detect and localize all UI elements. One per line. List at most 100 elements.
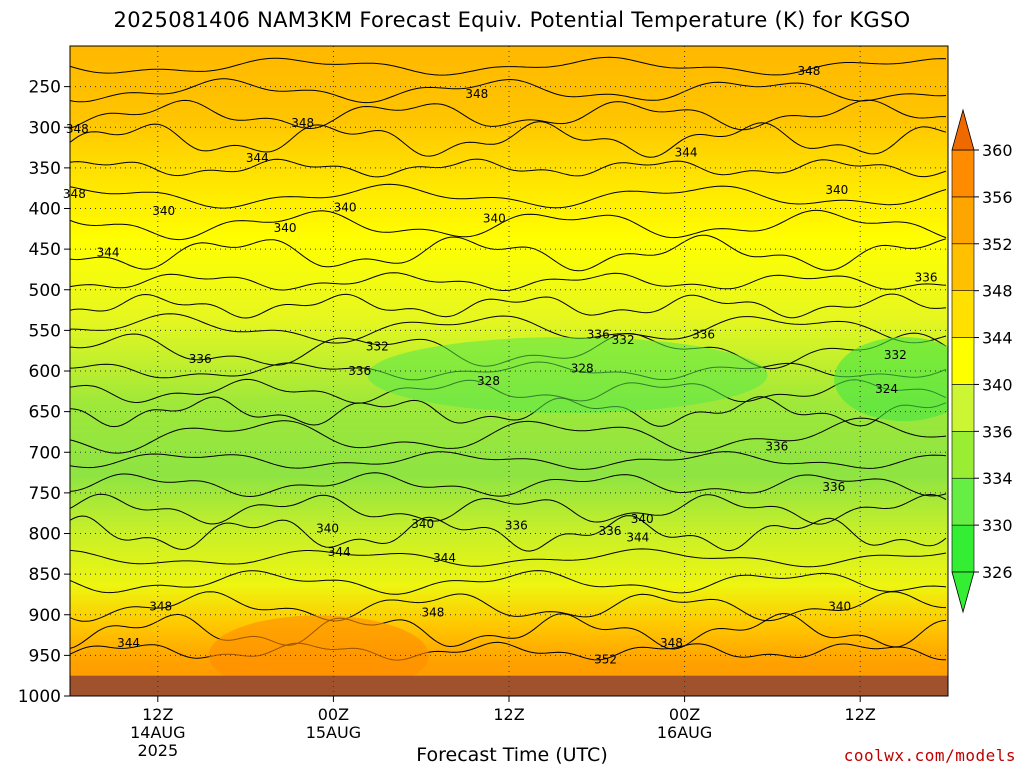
y-tick-label: 550 [29,321,61,341]
contour-label: 336 [189,352,212,366]
ground-shading [70,675,948,696]
contour-line [70,158,947,178]
x-tick-label: 00Z [318,705,349,724]
contour-label: 344 [433,551,456,565]
colorbar-segment [951,337,975,385]
colorbar-extend-bottom [951,571,975,614]
contour-label: 340 [828,600,851,614]
colorbar-extend-top [951,108,975,151]
contour-line [70,570,947,595]
colorbar-label: 352 [982,235,1013,254]
colorbar-segment [951,243,975,291]
contour-label: 348 [63,187,86,201]
contour-line [70,121,947,158]
contour-label: 344 [626,531,649,545]
contour-label: 336 [505,518,528,532]
contour-label: 336 [765,440,788,454]
chart-title: 2025081406 NAM3KM Forecast Equiv. Potent… [113,8,911,32]
contour-line [70,396,947,428]
y-tick-label: 900 [29,606,61,626]
colorbar-label: 334 [982,469,1013,488]
colorbar-label: 326 [982,563,1013,582]
colorbar-segment [951,477,975,526]
colorbar-segment [951,149,975,198]
x-tick-date: 15AUG [306,723,361,742]
x-tick-label: 00Z [669,705,700,724]
contour-line [70,417,947,454]
contour-line [70,472,947,498]
y-tick-label: 950 [29,646,61,666]
contour-label: 352 [594,652,617,666]
contour-line [70,493,947,525]
contour-label: 328 [477,374,500,388]
contour-label: 344 [117,636,140,650]
y-tick-label: 500 [29,281,61,301]
contour-label: 340 [825,183,848,197]
contour-label: 348 [421,605,444,619]
contour-line [70,515,947,552]
colorbar-label: 356 [982,188,1013,207]
contour-line [70,56,947,76]
colorbar-label: 348 [982,282,1013,301]
y-tick-label: 700 [29,443,61,463]
contour-label: 332 [884,348,907,362]
y-tick-label: 750 [29,484,61,504]
colorbar-segment [951,431,975,479]
warm-dome [208,615,429,696]
colorbar-label: 360 [982,141,1013,160]
contour-label: 344 [246,151,269,165]
contour-label: 336 [822,480,845,494]
moist-pocket [834,337,948,422]
contour-line [70,313,947,344]
y-tick-label: 1000 [18,687,61,707]
contour-label: 336 [915,271,938,285]
colorbar-label: 344 [982,329,1013,348]
contour-line [70,209,947,241]
colorbar-label: 336 [982,422,1013,441]
contour-label: 348 [149,600,172,614]
contour-line [70,78,947,104]
colorbar-label: 330 [982,516,1013,535]
contour-label: 340 [483,211,506,225]
x-tick-year: 2025 [137,741,178,760]
contour-label: 328 [571,362,594,376]
contour-label: 324 [875,382,898,396]
contour-line [70,591,947,622]
colorbar-label: 340 [982,375,1013,394]
colorbar-segment [951,524,975,573]
y-tick-label: 400 [29,200,61,220]
contour-label: 332 [366,340,389,354]
y-tick-label: 250 [29,78,61,98]
y-tick-label: 350 [29,159,61,179]
y-tick-label: 650 [29,403,61,423]
x-tick-label: 12Z [845,705,876,724]
contour-line [70,183,947,209]
contour-label: 348 [465,87,488,101]
contour-line [70,99,946,131]
contour-line [70,451,947,470]
contour-label: 344 [328,545,351,559]
contour-line [70,548,947,568]
contour-label: 336 [692,327,715,341]
contour-label: 348 [66,122,89,136]
contour-label: 344 [675,145,698,159]
contour-label: 348 [798,64,821,78]
contour-label: 340 [316,522,339,536]
x-tick-label: 12Z [493,705,524,724]
contour-line [70,234,947,272]
contour-line [70,293,947,319]
site-credit: coolwx.com/models [843,746,1016,765]
y-tick-label: 300 [29,118,61,138]
x-tick-label: 12Z [142,705,173,724]
y-tick-label: 800 [29,525,61,545]
moist-pocket [367,337,768,414]
contour-label: 336 [348,364,371,378]
contour-label: 344 [97,245,120,259]
contour-label: 340 [274,221,297,235]
x-tick-date: 16AUG [657,723,712,742]
contour-label: 340 [334,201,357,215]
x-tick-date: 14AUG [130,723,185,742]
contour-label: 340 [631,512,654,526]
contour-label: 340 [411,517,434,531]
